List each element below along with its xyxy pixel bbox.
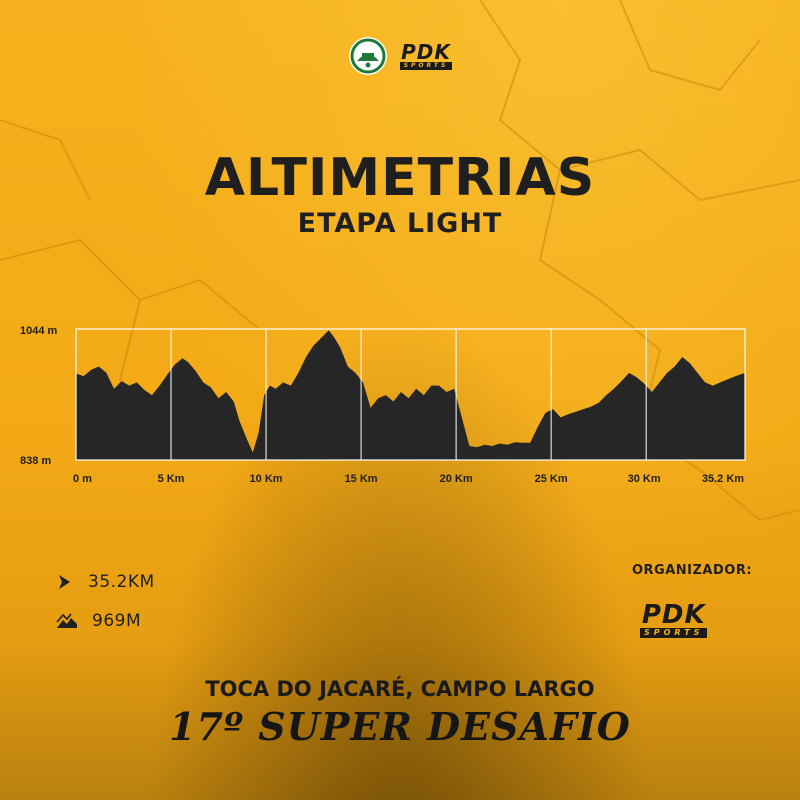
organizer-pdk-logo: PDK SPORTS: [640, 600, 708, 638]
x-tick-label: 5 Km: [158, 473, 185, 485]
pdk-sports-logo: PDK SPORTS: [399, 40, 453, 70]
pdk-logo-sub: SPORTS: [399, 62, 453, 70]
event-location: TOCA DO JACARÉ, CAMPO LARGO: [205, 677, 595, 701]
elevation-gain-icon: [56, 613, 77, 628]
x-tick-label: 15 Km: [345, 473, 378, 485]
y-tick-label: 838 m: [20, 455, 51, 467]
x-tick-label: 0 m: [73, 473, 92, 485]
elevation-profile-chart: 0 m 5 Km 10 Km 15 Km 20 Km 25 Km 30 Km 35.2 Km 1…: [20, 325, 746, 485]
elevation-stat: 969M: [56, 611, 141, 631]
distance-value: 35.2KM: [88, 572, 155, 592]
chevron-right-icon: [59, 575, 70, 589]
event-name: 17º SUPER DESAFIO: [169, 704, 631, 749]
y-tick-label: 1044 m: [20, 325, 58, 337]
x-tick-label: 20 Km: [440, 473, 473, 485]
organizer-logo-main: PDK: [641, 600, 706, 630]
distance-stat: 35.2KM: [56, 572, 155, 592]
elevation-value: 969M: [92, 611, 142, 631]
x-tick-label: 30 Km: [628, 473, 661, 485]
organizer-logo-sub: SPORTS: [640, 628, 708, 638]
x-tick-label: 25 Km: [535, 473, 568, 485]
organizer-label: ORGANIZADOR:: [632, 563, 753, 578]
page-subtitle: ETAPA LIGHT: [297, 208, 503, 239]
club-emblem-logo: [348, 37, 387, 75]
chart-frame: [75, 328, 746, 461]
page-title: ALTIMETRIAS: [204, 148, 596, 208]
pdk-logo-main: PDK: [401, 40, 451, 64]
x-tick-label: 10 Km: [250, 473, 283, 485]
x-tick-label: 35.2 Km: [702, 473, 744, 485]
header-logos: PDK SPORTS: [0, 36, 800, 76]
elevation-area: [76, 330, 745, 460]
